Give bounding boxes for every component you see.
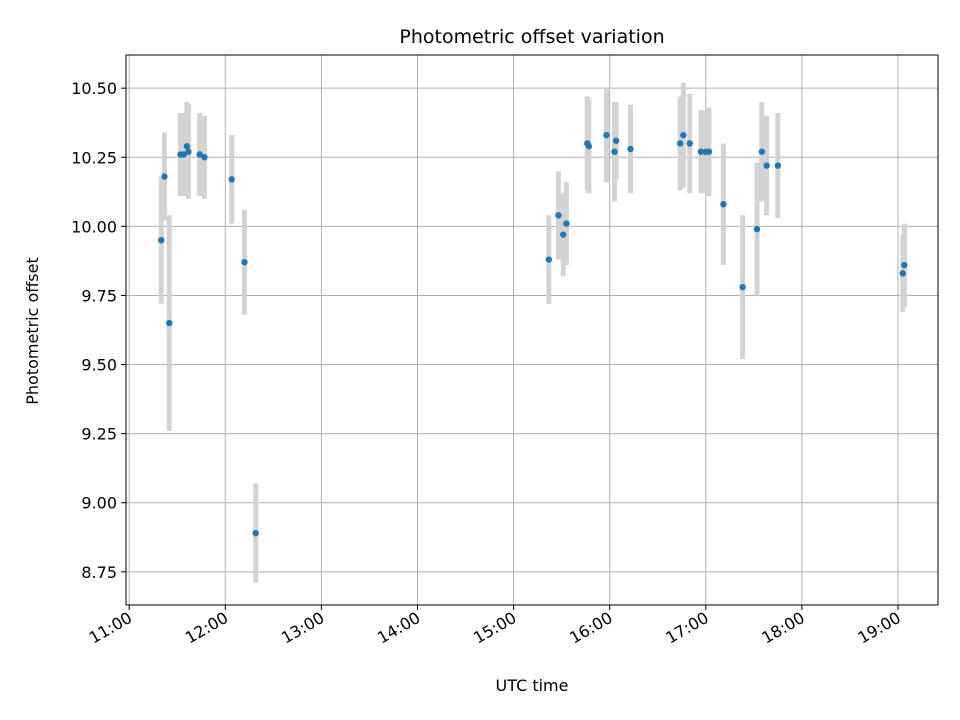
data-point [585,143,593,150]
data-point [612,137,620,144]
data-point [763,162,770,169]
data-point [166,319,173,327]
data-point [697,148,705,155]
data-point [555,212,562,219]
data-point [739,283,746,291]
y-tick-label: 8.75 [81,563,117,582]
data-point [686,140,693,147]
data-point [252,529,259,537]
x-axis-title: UTC time [496,676,569,695]
y-tick-label: 9.25 [81,425,117,444]
data-point [627,145,634,153]
data-point [196,151,203,158]
grid-lines [126,55,938,605]
data-point [228,176,235,183]
data-point [899,270,906,277]
data-point [720,201,727,208]
data-point [603,131,610,139]
y-tick-label: 9.00 [81,494,117,513]
y-axis-ticks: 8.75 9.00 9.25 9.50 9.75 10.00 10.25 10.50 [71,79,126,582]
data-point [158,236,165,244]
data-point [201,154,208,161]
data-point [563,220,570,227]
data-point [758,148,766,155]
data-point [183,143,191,150]
data-point [753,225,761,233]
data-point [705,148,713,155]
data-point [611,148,618,155]
data-point [241,259,248,266]
data-point [161,173,168,180]
y-tick-label: 9.50 [81,356,117,375]
plot-area [126,55,938,605]
data-point [676,140,684,147]
chart-title: Photometric offset variation [399,26,664,48]
plot-frame [125,54,939,606]
data-point [545,256,553,263]
data-point [185,148,192,155]
data-point [680,131,687,139]
data-points [158,131,908,537]
y-tick-label: 10.00 [71,217,117,236]
y-tick-label: 10.25 [71,148,117,167]
data-point [901,261,908,269]
data-point [774,162,782,169]
y-tick-label: 10.50 [71,79,117,98]
data-point [180,151,187,158]
data-point [560,231,567,238]
y-axis-title: Photometric offset [23,257,42,405]
y-tick-label: 9.75 [81,286,117,305]
